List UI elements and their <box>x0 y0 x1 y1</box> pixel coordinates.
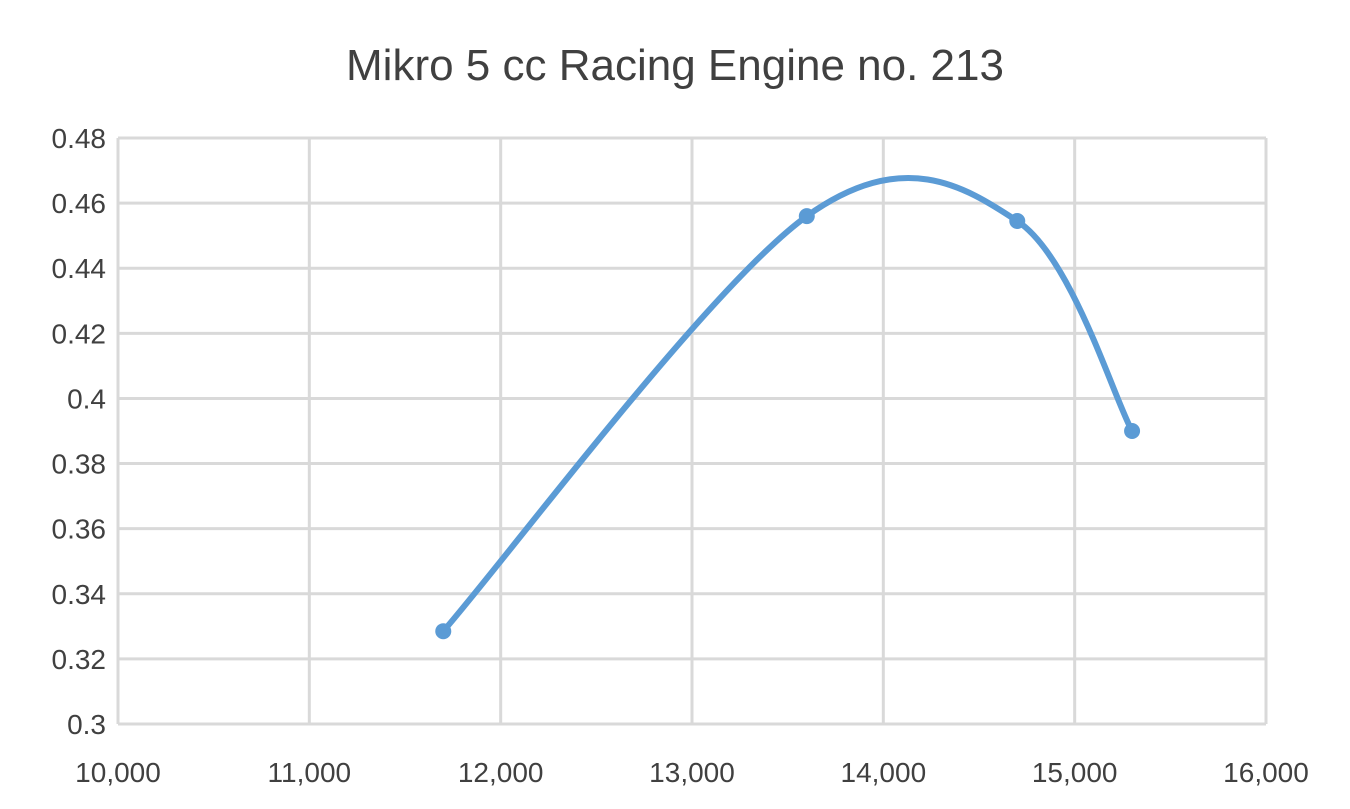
y-tick-label: 0.3 <box>67 709 106 740</box>
x-tick-label: 16,000 <box>1223 757 1309 788</box>
x-tick-label: 13,000 <box>649 757 735 788</box>
y-tick-label: 0.42 <box>52 318 107 349</box>
axes <box>116 138 1266 726</box>
grid <box>118 136 1268 724</box>
x-tick-label: 12,000 <box>458 757 544 788</box>
data-point <box>1009 213 1026 230</box>
y-tick-label: 0.32 <box>52 644 107 675</box>
series-0 <box>435 175 1141 640</box>
x-tick-label: 10,000 <box>75 757 161 788</box>
x-tick-label: 15,000 <box>1032 757 1118 788</box>
x-axis-ticks: 10,000 11,000 12,000 13,000 14,000 15,000 16,0… <box>75 757 1309 788</box>
x-tick-label: 11,000 <box>268 757 352 788</box>
chart-title: Mikro 5 cc Racing Engine no. 213 <box>346 41 1004 90</box>
y-tick-label: 0.44 <box>52 253 107 284</box>
y-tick-label: 0.36 <box>52 514 107 545</box>
data-point <box>1124 423 1141 439</box>
y-tick-label: 0.4 <box>67 383 106 414</box>
series <box>435 175 1141 640</box>
y-tick-label: 0.48 <box>52 123 107 154</box>
data-point <box>435 623 452 640</box>
y-tick-label: 0.34 <box>52 579 107 610</box>
y-axis-ticks: 0.3 0.32 0.34 0.36 0.38 0.4 0.42 0.44 0.46 0.48 <box>52 123 107 740</box>
series-line <box>440 175 1136 635</box>
data-point <box>798 208 815 225</box>
x-tick-label: 14,000 <box>841 757 927 788</box>
y-tick-label: 0.38 <box>52 449 107 480</box>
y-tick-label: 0.46 <box>52 188 107 219</box>
